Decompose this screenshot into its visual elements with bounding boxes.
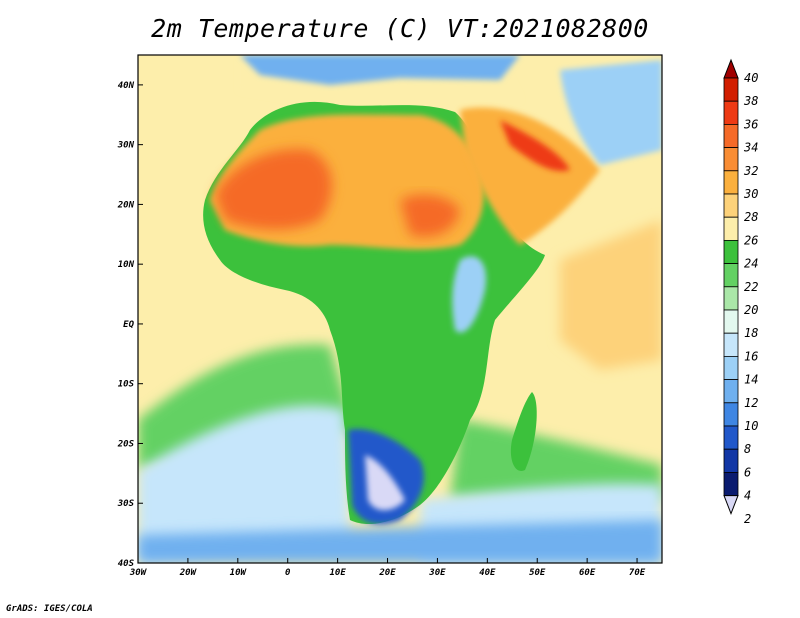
lat-tick-label: 10S [118,380,135,390]
colorbar-label: 14 [744,373,758,387]
colorbar-label: 26 [744,233,758,247]
colorbar-segment [723,100,739,125]
colorbar-segment [723,286,739,311]
southern-ocean-blue [138,520,662,563]
southern-ocean [138,405,350,563]
colorbar-label: 28 [744,210,758,224]
colorbar-label: 34 [743,141,758,155]
south-indian-green [450,420,662,500]
colorbar-segment [723,425,739,450]
colorbar-segment [723,170,739,195]
colorbar-max-arrow [723,58,739,79]
colorbar-segment [723,124,739,149]
colorbar-segment [723,239,739,264]
indian-ocean [560,220,662,370]
lat-tick-label: 30S [117,499,135,509]
longitude-axis: 30W 20W 10W 0 10E 20E 30E 40E 50E 60E 70E [129,558,646,578]
colorbar-segment [723,448,739,473]
plot-area [138,55,662,563]
lat-tick-label: 10N [118,260,135,270]
highlands [452,256,486,333]
colorbar-segment [723,379,739,404]
lat-tick-label: 20N [117,200,135,210]
colorbar-label: 20 [744,303,758,317]
colorbar-label: 8 [744,442,751,456]
lat-tick-label: 40S [118,559,135,569]
europe-cool [240,55,520,85]
colorbar-label: 22 [744,280,758,294]
colorbar-segment [723,355,739,380]
grads-credit: GrADS: IGES/COLA [6,604,93,614]
latitude-axis: 40N 30N 20N 10N EQ 10S 20S 30S 40S [117,81,143,569]
lat-tick-label: 40N [118,81,135,91]
lat-tick-label: EQ [123,320,134,330]
colorbar-segment [723,193,739,218]
colorbar-label: 38 [743,94,758,108]
lon-tick-label: 40E [479,568,496,578]
colorbar-segment [723,309,739,334]
map-title: 2m Temperature (C) VT:2021082800 [151,14,649,43]
colorbar-label: 18 [744,326,758,340]
colorbar-segment [723,332,739,357]
colorbar-segment [723,216,739,241]
lon-tick-label: 30E [428,568,446,578]
lon-tick-label: 50E [529,568,546,578]
lon-tick-label: 0 [285,568,291,578]
lon-tick-label: 70E [629,568,646,578]
madagascar [510,392,537,471]
colorbar-label: 30 [743,187,758,201]
arabia [460,107,600,245]
colorbar-label: 16 [744,349,758,363]
lon-tick-label: 30W [129,568,148,578]
colorbar-label: 4 [744,489,751,503]
lon-tick-label: 20W [179,568,198,578]
plot-frame [137,54,663,564]
colorbar-segment [723,471,739,496]
colorbar-label: 6 [744,465,751,479]
lon-tick-label: 10W [230,568,248,578]
colorbar-label: 32 [743,164,758,178]
colorbar-segment [723,147,739,172]
colorbar-label: 24 [744,257,758,271]
colorbar-segment [723,77,739,102]
lat-tick-label: 30N [117,141,135,151]
colorbar-segment [723,263,739,288]
colorbar-label: 12 [744,396,758,410]
arabia-hot [500,120,570,171]
lat-tick-label: 20S [117,439,135,449]
sahel-hot [215,149,332,230]
colorbar-segment [723,402,739,427]
colorbar: 40 38 36 34 32 30 28 26 24 22 20 18 16 14 12 10 8 6 4 2 [723,58,758,526]
colorbar-label: 40 [744,71,758,85]
sudan-hot [400,194,460,237]
lon-tick-label: 20E [378,568,396,578]
lon-tick-label: 60E [579,568,596,578]
middle-east-cool [560,60,662,165]
colorbar-label: 36 [743,117,758,131]
lon-tick-label: 10E [329,568,346,578]
colorbar-label: 2 [744,512,751,526]
colorbar-label: 10 [744,419,758,433]
colorbar-min-arrow [723,495,739,515]
southern-africa-coldest [365,455,405,511]
